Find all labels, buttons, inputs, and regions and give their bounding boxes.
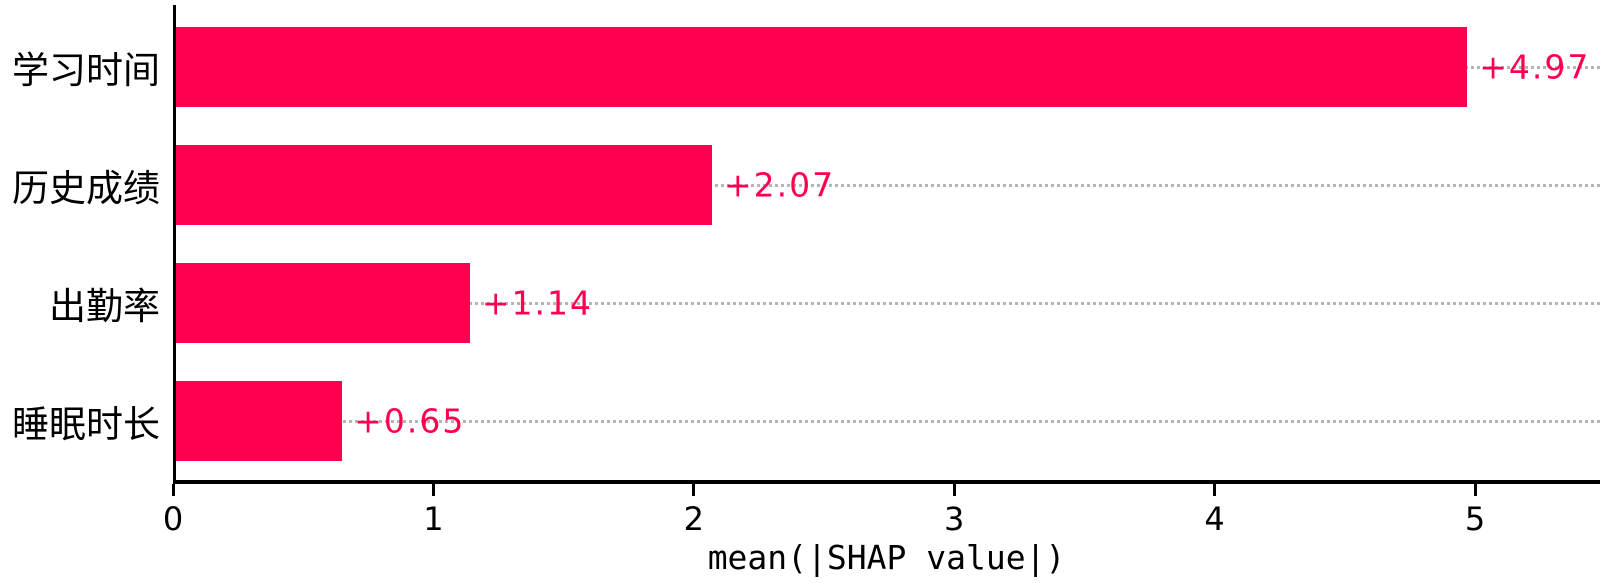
x-tick-label: 2 (683, 500, 704, 538)
bar (176, 27, 1468, 107)
category-label: 学习时间 (12, 49, 160, 92)
x-tick-label: 4 (1204, 500, 1225, 538)
x-tick-mark (1473, 484, 1477, 496)
bar-value-label: +4.97 (1479, 47, 1591, 87)
x-tick-label: 3 (944, 500, 965, 538)
x-tick-label: 5 (1464, 500, 1486, 538)
category-label: 历史成绩 (12, 167, 160, 210)
gridline (176, 301, 1600, 305)
category-label: 出勤率 (49, 285, 160, 328)
x-tick-mark (1213, 484, 1217, 496)
gridline (176, 183, 1600, 187)
category-label: 睡眠时长 (12, 403, 160, 446)
bar-value-label: +1.14 (481, 283, 593, 323)
x-axis-spine (173, 480, 1600, 484)
bar-value-label: +2.07 (724, 165, 836, 205)
bar (176, 145, 713, 225)
x-tick-mark (952, 484, 956, 496)
x-tick-label: 0 (162, 500, 184, 538)
x-tick-mark (692, 484, 696, 496)
bar-value-label: +0.65 (354, 401, 466, 441)
bar (176, 263, 470, 343)
y-axis-spine (173, 5, 176, 484)
x-tick-label: 1 (423, 500, 444, 538)
gridline (176, 419, 1600, 423)
x-tick-mark (431, 484, 435, 496)
x-tick-mark (171, 484, 175, 496)
bar (176, 381, 343, 461)
x-axis-title: mean(|SHAP value|) (707, 538, 1066, 577)
